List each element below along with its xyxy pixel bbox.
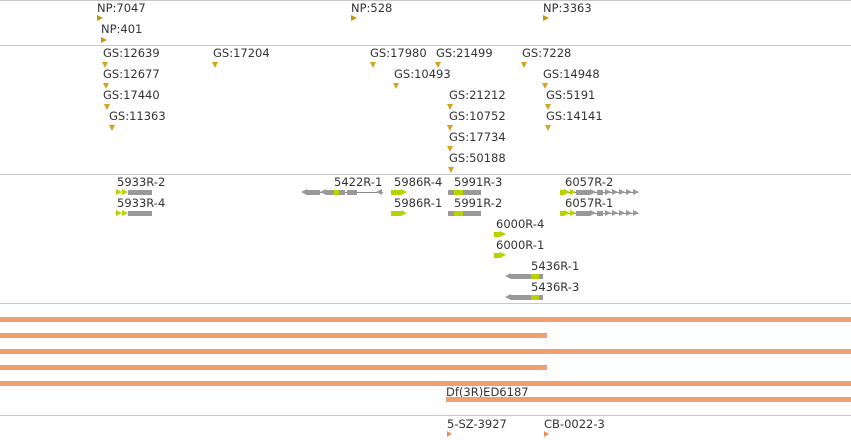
track-separator: [0, 415, 851, 416]
transcript-label[interactable]: 5422R-1: [334, 175, 383, 189]
gs-marker-icon[interactable]: [545, 104, 551, 110]
gs-marker-icon[interactable]: [370, 62, 376, 68]
track-separator: [0, 174, 851, 175]
transcript-label[interactable]: 6057R-1: [565, 196, 614, 210]
gs-label[interactable]: GS:11363: [109, 109, 166, 123]
gs-marker-icon[interactable]: [102, 62, 108, 68]
gs-marker-icon[interactable]: [521, 62, 527, 68]
gs-label[interactable]: GS:7228: [522, 46, 572, 60]
gs-label[interactable]: GS:10493: [394, 67, 451, 81]
transcript-label[interactable]: 6000R-1: [496, 238, 545, 252]
gs-marker-icon[interactable]: [103, 83, 109, 89]
gs-marker-icon[interactable]: [545, 125, 551, 131]
gs-label[interactable]: GS:50188: [449, 151, 506, 165]
gs-label[interactable]: GS:5191: [546, 88, 596, 102]
gs-label[interactable]: GS:14948: [543, 67, 600, 81]
gs-marker-icon[interactable]: [393, 83, 399, 89]
deficiency-bar[interactable]: [0, 381, 851, 386]
gs-marker-icon[interactable]: [448, 167, 454, 173]
deficiency-bar[interactable]: [0, 349, 851, 354]
np-label[interactable]: NP:7047: [97, 1, 146, 15]
np-marker-icon[interactable]: [101, 37, 107, 43]
transcript-label[interactable]: 5986R-4: [394, 175, 443, 189]
track-separator: [0, 303, 851, 304]
gs-marker-icon[interactable]: [109, 125, 115, 131]
transcript-label[interactable]: 5933R-2: [117, 175, 166, 189]
gs-label[interactable]: GS:21212: [449, 88, 506, 102]
np-marker-icon[interactable]: [543, 15, 549, 21]
gs-label[interactable]: GS:12677: [103, 67, 160, 81]
gs-label[interactable]: GS:17734: [449, 130, 506, 144]
gs-marker-icon[interactable]: [104, 104, 110, 110]
gs-label[interactable]: GS:17440: [103, 88, 160, 102]
gs-label[interactable]: GS:17204: [213, 46, 270, 60]
insertion-label[interactable]: 5-SZ-3927: [447, 417, 507, 431]
transcript-label[interactable]: 5436R-3: [531, 280, 580, 294]
gs-marker-icon[interactable]: [447, 104, 453, 110]
deficiency-bar[interactable]: [0, 317, 851, 322]
gs-marker-icon[interactable]: [435, 62, 441, 68]
transcript-label[interactable]: 5933R-4: [117, 196, 166, 210]
deficiency-bar[interactable]: [0, 365, 547, 370]
deficiency-bar[interactable]: [0, 333, 547, 338]
gs-label[interactable]: GS:14141: [546, 109, 603, 123]
track-separator: [0, 45, 851, 46]
gs-label[interactable]: GS:12639: [103, 46, 160, 60]
gs-label[interactable]: GS:21499: [436, 46, 493, 60]
transcript-label[interactable]: 5991R-2: [454, 196, 503, 210]
transcript-label[interactable]: 5436R-1: [531, 259, 580, 273]
transcript-label[interactable]: 6057R-2: [565, 175, 614, 189]
transcript-label[interactable]: 6000R-4: [496, 217, 545, 231]
transcript-label[interactable]: 5986R-1: [394, 196, 443, 210]
insertion-marker-icon[interactable]: [544, 431, 549, 437]
gs-marker-icon[interactable]: [212, 62, 218, 68]
np-label[interactable]: NP:3363: [543, 1, 592, 15]
np-marker-icon[interactable]: [351, 15, 357, 21]
np-label[interactable]: NP:528: [351, 1, 393, 15]
track-separator: [0, 0, 851, 1]
insertion-label[interactable]: CB-0022-3: [544, 417, 605, 431]
gs-label[interactable]: GS:17980: [370, 46, 427, 60]
gs-marker-icon[interactable]: [447, 146, 453, 152]
np-label[interactable]: NP:401: [101, 22, 143, 36]
deficiency-label[interactable]: Df(3R)ED6187: [446, 385, 529, 399]
insertion-marker-icon[interactable]: [447, 431, 452, 437]
gs-marker-icon[interactable]: [542, 83, 548, 89]
np-marker-icon[interactable]: [97, 15, 103, 21]
deficiency-bar[interactable]: [446, 397, 851, 402]
gs-marker-icon[interactable]: [447, 125, 453, 131]
gs-label[interactable]: GS:10752: [449, 109, 506, 123]
transcript-label[interactable]: 5991R-3: [454, 175, 503, 189]
